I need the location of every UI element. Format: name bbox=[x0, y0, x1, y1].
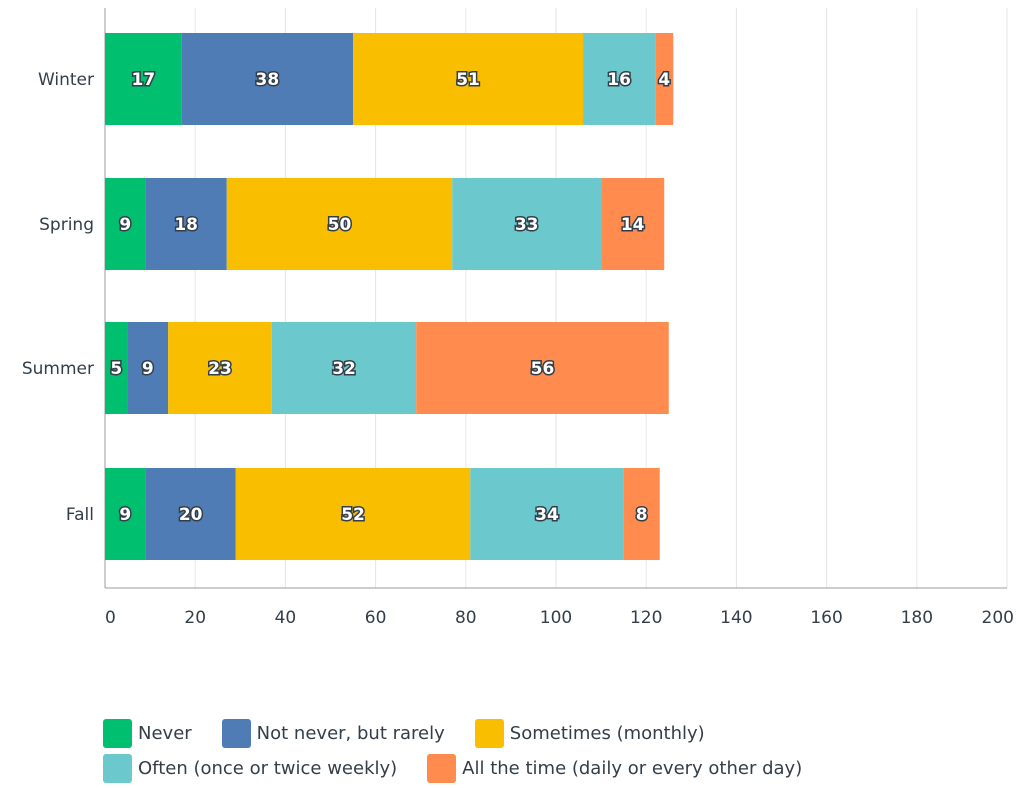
data-label-spring-never: 9 bbox=[119, 215, 131, 235]
x-tick-label-140: 140 bbox=[720, 608, 752, 628]
legend-label-never: Never bbox=[138, 722, 192, 744]
data-label-fall-never: 9 bbox=[119, 505, 131, 525]
legend-item-often: Often (once or twice weekly) bbox=[103, 753, 398, 783]
bar-winter-all-the-time-daily-or-every-other-day bbox=[655, 33, 674, 125]
data-label-winter-often-once-or-twice-weekly: 16 bbox=[607, 70, 631, 90]
x-tick-label-120: 120 bbox=[630, 608, 662, 628]
legend-item-never: Never bbox=[103, 718, 192, 748]
legend: Never Not never, but rarely Sometimes (m… bbox=[103, 718, 983, 788]
legend-label-often: Often (once or twice weekly) bbox=[138, 757, 398, 779]
x-tick-label-80: 80 bbox=[455, 608, 477, 628]
data-label-fall-often-once-or-twice-weekly: 34 bbox=[535, 505, 559, 525]
legend-swatch-rarely bbox=[221, 718, 251, 748]
legend-swatch-all-the-time bbox=[427, 753, 457, 783]
x-tick-label-60: 60 bbox=[365, 608, 387, 628]
legend-item-all-the-time: All the time (daily or every other day) bbox=[427, 753, 803, 783]
legend-item-sometimes: Sometimes (monthly) bbox=[474, 718, 705, 748]
bar-fall-often-once-or-twice-weekly bbox=[470, 468, 624, 560]
bar-fall-not-never-but-rarely bbox=[145, 468, 236, 560]
legend-row-2: Often (once or twice weekly) All the tim… bbox=[103, 753, 983, 783]
bar-winter-not-never-but-rarely bbox=[181, 33, 354, 125]
legend-swatch-often bbox=[103, 753, 132, 783]
x-tick-label-0: 0 bbox=[105, 608, 116, 628]
data-label-fall-all-the-time-daily-or-every-other-day: 8 bbox=[636, 505, 648, 525]
data-label-spring-sometimes-monthly: 50 bbox=[328, 215, 352, 235]
legend-label-sometimes: Sometimes (monthly) bbox=[509, 722, 705, 744]
x-tick-label-40: 40 bbox=[275, 608, 297, 628]
data-label-winter-all-the-time-daily-or-every-other-day: 4 bbox=[658, 70, 670, 90]
data-label-spring-not-never-but-rarely: 18 bbox=[174, 215, 198, 235]
data-label-spring-often-once-or-twice-weekly: 33 bbox=[515, 215, 539, 235]
bar-summer-sometimes-monthly bbox=[168, 322, 272, 414]
legend-label-rarely: Not never, but rarely bbox=[256, 722, 445, 744]
data-label-summer-never: 5 bbox=[110, 359, 122, 379]
bar-winter-never bbox=[105, 33, 182, 125]
stacked-bar-chart: 0 20 40 60 80 100 120 140 160 180 200 Winter 17 38 51 1… bbox=[22, 8, 1014, 628]
bar-summer-all-the-time-daily-or-every-other-day bbox=[416, 322, 669, 414]
legend-item-rarely: Not never, but rarely bbox=[221, 718, 445, 748]
x-tick-label-20: 20 bbox=[184, 608, 206, 628]
bar-fall-sometimes-monthly bbox=[235, 468, 471, 560]
legend-swatch-never bbox=[103, 718, 132, 748]
bar-summer-often-once-or-twice-weekly bbox=[271, 322, 417, 414]
data-label-spring-all-the-time-daily-or-every-other-day: 14 bbox=[621, 215, 645, 235]
data-label-summer-not-never-but-rarely: 9 bbox=[142, 359, 154, 379]
category-label-winter: Winter bbox=[38, 70, 94, 90]
bar-spring-all-the-time-daily-or-every-other-day bbox=[601, 178, 665, 270]
data-label-winter-never: 17 bbox=[131, 70, 155, 90]
bar-spring-never bbox=[105, 178, 146, 270]
legend-swatch-sometimes bbox=[474, 718, 504, 748]
bar-spring-often-once-or-twice-weekly bbox=[452, 178, 602, 270]
x-tick-label-160: 160 bbox=[810, 608, 842, 628]
x-tick-label-100: 100 bbox=[540, 608, 572, 628]
bar-spring-sometimes-monthly bbox=[226, 178, 453, 270]
bar-winter-often-once-or-twice-weekly bbox=[583, 33, 656, 125]
category-label-spring: Spring bbox=[39, 215, 94, 235]
bar-fall-never bbox=[105, 468, 146, 560]
data-label-winter-not-never-but-rarely: 38 bbox=[256, 70, 280, 90]
data-label-winter-sometimes-monthly: 51 bbox=[456, 70, 480, 90]
bar-summer-never bbox=[105, 322, 128, 414]
bar-winter-sometimes-monthly bbox=[353, 33, 584, 125]
category-label-fall: Fall bbox=[66, 505, 94, 525]
data-label-summer-all-the-time-daily-or-every-other-day: 56 bbox=[531, 359, 555, 379]
x-tick-label-180: 180 bbox=[901, 608, 933, 628]
legend-row-1: Never Not never, but rarely Sometimes (m… bbox=[103, 718, 983, 748]
category-label-summer: Summer bbox=[22, 359, 94, 379]
bar-fall-all-the-time-daily-or-every-other-day bbox=[623, 468, 660, 560]
data-label-summer-often-once-or-twice-weekly: 32 bbox=[332, 359, 356, 379]
data-label-fall-sometimes-monthly: 52 bbox=[341, 505, 365, 525]
bar-summer-not-never-but-rarely bbox=[127, 322, 169, 414]
data-label-summer-sometimes-monthly: 23 bbox=[208, 359, 232, 379]
legend-label-all-the-time: All the time (daily or every other day) bbox=[462, 757, 803, 779]
bar-spring-not-never-but-rarely bbox=[145, 178, 227, 270]
x-tick-label-200: 200 bbox=[982, 608, 1014, 628]
data-label-fall-not-never-but-rarely: 20 bbox=[179, 505, 203, 525]
